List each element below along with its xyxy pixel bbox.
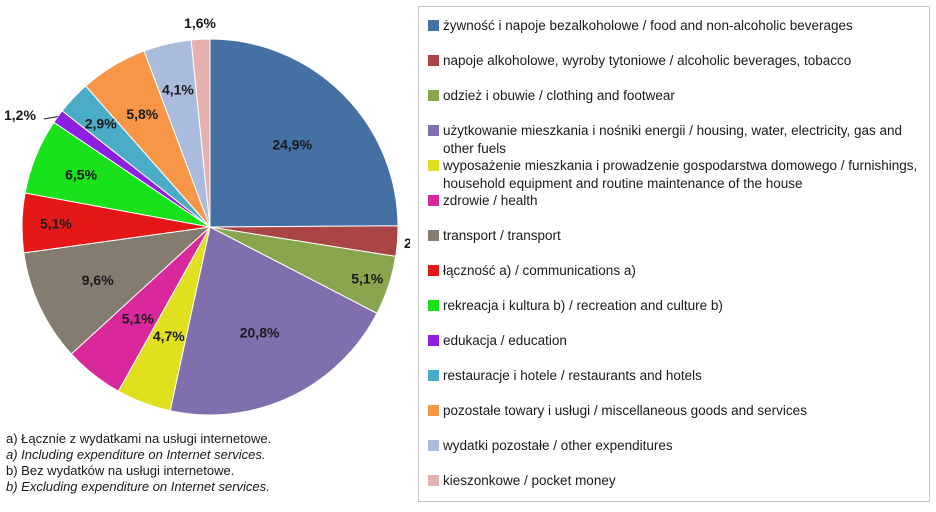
footnote-b-en: b) Excluding expenditure on Internet ser… bbox=[6, 479, 270, 494]
legend-item: rekreacja i kultura b) / recreation and … bbox=[428, 297, 923, 315]
legend-item: odzież i obuwie / clothing and footwear bbox=[428, 87, 923, 105]
footnote-b-pl: b) Bez wydatków na usługi internetowe. bbox=[6, 463, 235, 478]
slice-data-label: 5,1% bbox=[122, 310, 154, 326]
legend-swatch bbox=[428, 265, 439, 276]
legend-item: kieszonkowe / pocket money bbox=[428, 472, 923, 490]
legend-label: rekreacja i kultura b) / recreation and … bbox=[443, 298, 723, 313]
legend-label: odzież i obuwie / clothing and footwear bbox=[443, 88, 675, 103]
legend-item: łączność a) / communications a) bbox=[428, 262, 923, 280]
legend-item: żywność i napoje bezalkoholowe / food an… bbox=[428, 17, 923, 35]
slice-data-label: 9,6% bbox=[82, 272, 114, 288]
leader-line bbox=[43, 116, 58, 120]
slice-data-label: 2,6% bbox=[404, 235, 410, 251]
legend-swatch bbox=[428, 475, 439, 486]
legend-label: łączność a) / communications a) bbox=[443, 263, 636, 278]
legend-label: wydatki pozostałe / other expenditures bbox=[443, 438, 673, 453]
pie-slice bbox=[209, 38, 399, 228]
legend-label: restauracje i hotele / restaurants and h… bbox=[443, 368, 702, 383]
legend-label: żywność i napoje bezalkoholowe / food an… bbox=[443, 18, 853, 33]
slice-data-label: 5,1% bbox=[351, 271, 383, 287]
legend-swatch bbox=[428, 20, 439, 31]
slice-data-label: 20,8% bbox=[240, 325, 280, 341]
pie-slice bbox=[23, 226, 212, 355]
legend-item: restauracje i hotele / restaurants and h… bbox=[428, 367, 923, 385]
chart-legend: żywność i napoje bezalkoholowe / food an… bbox=[418, 6, 930, 502]
legend-swatch bbox=[428, 55, 439, 66]
legend-swatch bbox=[428, 230, 439, 241]
slice-data-label: 1,2% bbox=[4, 107, 36, 123]
legend-swatch bbox=[428, 300, 439, 311]
footnote-a-pl: a) Łącznie z wydatkami na usługi interne… bbox=[6, 431, 272, 446]
slice-data-label: 4,7% bbox=[153, 328, 185, 344]
legend-swatch bbox=[428, 405, 439, 416]
legend-label: pozostałe towary i usługi / miscellaneou… bbox=[443, 403, 807, 418]
slice-data-label: 5,1% bbox=[40, 216, 72, 232]
pie-slice bbox=[169, 226, 378, 416]
legend-item: napoje alkoholowe, wyroby tytoniowe / al… bbox=[428, 52, 923, 70]
legend-item: pozostałe towary i usługi / miscellaneou… bbox=[428, 402, 923, 420]
legend-item: wydatki pozostałe / other expenditures bbox=[428, 437, 923, 455]
legend-swatch bbox=[428, 125, 439, 136]
footnotes: a) Łącznie z wydatkami na usługi interne… bbox=[6, 431, 271, 495]
legend-swatch bbox=[428, 160, 439, 171]
pie-chart: 24,9% 2,6% 5,1% 20,8% 4,7% 5,1% 9,6% 5,1% 6,5% 1,… bbox=[4, 15, 410, 416]
footnote-a-en: a) Including expenditure on Internet ser… bbox=[6, 447, 266, 462]
legend-item: edukacja / education bbox=[428, 332, 923, 350]
slice-data-label: 6,5% bbox=[65, 167, 97, 183]
legend-swatch bbox=[428, 90, 439, 101]
legend-label: zdrowie / health bbox=[443, 193, 538, 208]
legend-item: zdrowie / health bbox=[428, 192, 923, 210]
legend-label: transport / transport bbox=[443, 228, 561, 243]
slice-data-label: 2,9% bbox=[85, 116, 117, 132]
slice-data-label: 5,8% bbox=[126, 106, 158, 122]
legend-label: kieszonkowe / pocket money bbox=[443, 473, 616, 488]
legend-item: użytkowanie mieszkania i nośniki energii… bbox=[428, 122, 923, 158]
legend-swatch bbox=[428, 335, 439, 346]
legend-label: napoje alkoholowe, wyroby tytoniowe / al… bbox=[443, 53, 852, 68]
legend-swatch bbox=[428, 440, 439, 451]
legend-label: edukacja / education bbox=[443, 333, 567, 348]
legend-item: wyposażenie mieszkania i prowadzenie gos… bbox=[428, 157, 923, 193]
slice-data-label: 4,1% bbox=[162, 82, 194, 98]
legend-swatch bbox=[428, 370, 439, 381]
legend-label: wyposażenie mieszkania i prowadzenie gos… bbox=[443, 158, 918, 191]
slice-data-label: 1,6% bbox=[184, 15, 216, 31]
legend-swatch bbox=[428, 195, 439, 206]
legend-item: transport / transport bbox=[428, 227, 923, 245]
legend-label: użytkowanie mieszkania i nośniki energii… bbox=[443, 123, 902, 156]
pie-slice bbox=[190, 38, 211, 228]
slice-data-label: 24,9% bbox=[272, 136, 312, 152]
